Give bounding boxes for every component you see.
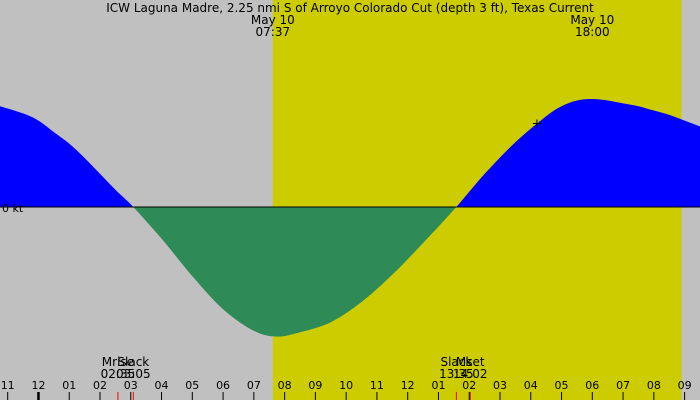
hour-tick-label: 12 [31,379,45,392]
hour-tick-label: 06 [216,379,230,392]
zero-knot-label: 0 kt [2,202,24,215]
hour-tick-label: 07 [247,379,261,392]
event-time-label: 14:02 [453,367,488,381]
top-date-label: May 10 [570,13,614,27]
hour-tick-label: 12 [401,379,415,392]
hour-tick-label: 05 [185,379,199,392]
hour-tick-label: 07 [616,379,630,392]
hour-tick-label: 09 [678,379,692,392]
hour-tick-label: 06 [585,379,599,392]
hour-tick-label: 01 [431,379,445,392]
hour-tick-label: 03 [493,379,507,392]
hour-tick-label: 04 [155,379,169,392]
hour-tick-label: 08 [278,379,292,392]
hour-tick-label: 02 [462,379,476,392]
chart-title: ICW Laguna Madre, 2.25 nmi S of Arroyo C… [106,1,594,15]
event-kind-label: Slack [440,355,472,369]
hour-tick-label: 04 [524,379,538,392]
top-time-label: 18:00 [575,25,610,39]
event-time-label: 03:05 [116,367,151,381]
event-kind-label: Mset [456,355,485,369]
ebb-current-area [0,207,700,337]
hour-tick-label: 09 [308,379,322,392]
hour-tick-label: 01 [62,379,76,392]
hour-tick-label: 10 [339,379,353,392]
event-kind-label: Slack [117,355,149,369]
event-time-label: 02:35 [101,367,136,381]
current-time-marker [532,119,541,128]
hour-tick-label: 02 [93,379,107,392]
event-time-label: 13:35 [439,367,474,381]
hour-tick-label: 11 [370,379,384,392]
top-date-label: May 10 [251,13,295,27]
event-kind-label: Mrise [102,355,134,369]
hour-tick-label: 05 [555,379,569,392]
hour-tick-label: 08 [647,379,661,392]
hour-tick-label: 11 [1,379,15,392]
flood-current-area [0,99,700,207]
top-time-label: 07:37 [256,25,291,39]
hour-tick-label: 03 [124,379,138,392]
